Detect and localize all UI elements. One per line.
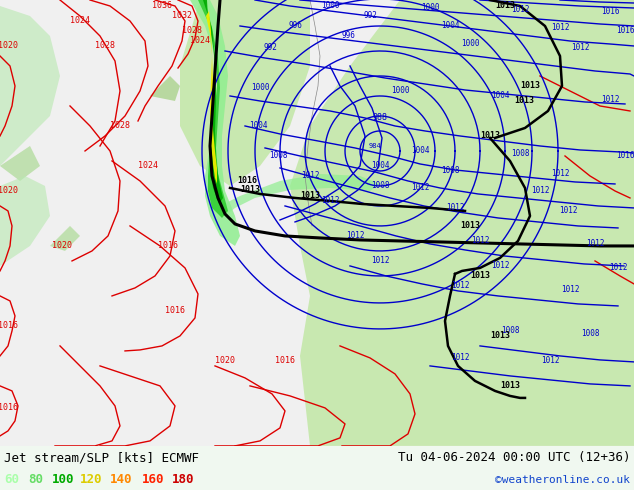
Text: 1016: 1016 xyxy=(158,242,178,250)
Text: 1012: 1012 xyxy=(491,262,509,270)
Text: 1012: 1012 xyxy=(346,231,365,241)
Text: 1016: 1016 xyxy=(0,321,18,330)
Text: 1000: 1000 xyxy=(321,1,339,10)
Text: 1024: 1024 xyxy=(70,17,90,25)
Text: 1013: 1013 xyxy=(520,81,540,91)
Text: 160: 160 xyxy=(142,473,164,487)
Polygon shape xyxy=(198,0,228,218)
Text: 1020: 1020 xyxy=(0,42,18,50)
Text: 1000: 1000 xyxy=(421,3,439,13)
Text: 120: 120 xyxy=(80,473,103,487)
Text: 1012: 1012 xyxy=(586,240,604,248)
Text: 1013: 1013 xyxy=(470,271,490,280)
Text: 1012: 1012 xyxy=(559,206,577,216)
Text: 1013: 1013 xyxy=(480,131,500,141)
Text: 1016: 1016 xyxy=(275,356,295,366)
Text: ©weatheronline.co.uk: ©weatheronline.co.uk xyxy=(495,475,630,485)
Polygon shape xyxy=(0,6,60,166)
Text: 1008: 1008 xyxy=(511,149,529,158)
Text: 1004: 1004 xyxy=(491,92,509,100)
Text: Jet stream/SLP [kts] ECMWF: Jet stream/SLP [kts] ECMWF xyxy=(4,451,199,465)
Text: 60: 60 xyxy=(4,473,19,487)
Text: 1012: 1012 xyxy=(411,183,429,193)
Text: 996: 996 xyxy=(341,31,355,41)
Text: 1012: 1012 xyxy=(451,353,469,363)
Text: 1016: 1016 xyxy=(237,176,257,185)
Text: 1012: 1012 xyxy=(541,356,559,366)
Text: 1028: 1028 xyxy=(95,42,115,50)
Text: 1000: 1000 xyxy=(251,83,269,93)
Text: 1008: 1008 xyxy=(269,151,287,160)
Text: 1004: 1004 xyxy=(411,147,429,155)
Text: 1013: 1013 xyxy=(490,331,510,341)
Text: 140: 140 xyxy=(110,473,133,487)
Text: 1013: 1013 xyxy=(300,192,320,200)
Text: 1000: 1000 xyxy=(461,40,479,49)
Text: 1028: 1028 xyxy=(182,26,202,35)
Text: 1012: 1012 xyxy=(511,5,529,15)
Text: 1013: 1013 xyxy=(514,97,534,105)
Text: 1028: 1028 xyxy=(110,122,130,130)
Text: 1004: 1004 xyxy=(371,162,389,171)
Text: 1016: 1016 xyxy=(616,26,634,35)
Polygon shape xyxy=(0,176,50,266)
Polygon shape xyxy=(0,146,40,181)
Polygon shape xyxy=(190,0,240,246)
Text: 1008: 1008 xyxy=(581,329,599,339)
Text: 1012: 1012 xyxy=(609,264,627,272)
Text: Tu 04-06-2024 00:00 UTC (12+36): Tu 04-06-2024 00:00 UTC (12+36) xyxy=(398,451,630,465)
Text: 1012: 1012 xyxy=(321,196,339,205)
Text: 180: 180 xyxy=(172,473,195,487)
Text: 992: 992 xyxy=(263,44,277,52)
Text: 1012: 1012 xyxy=(446,203,464,213)
Text: 1012: 1012 xyxy=(571,44,589,52)
Text: 992: 992 xyxy=(363,11,377,21)
Text: 996: 996 xyxy=(288,22,302,30)
Text: 1008: 1008 xyxy=(441,167,459,175)
Text: 1013: 1013 xyxy=(460,221,480,230)
Text: 1004: 1004 xyxy=(249,122,268,130)
Text: 1013: 1013 xyxy=(495,1,515,10)
Text: 1012: 1012 xyxy=(471,237,489,245)
Polygon shape xyxy=(50,226,80,251)
Text: 1012: 1012 xyxy=(551,24,569,32)
Polygon shape xyxy=(203,0,223,204)
Text: 1016: 1016 xyxy=(0,403,18,413)
Text: 1012: 1012 xyxy=(531,187,549,196)
Text: 1013: 1013 xyxy=(240,185,260,195)
Text: 1000: 1000 xyxy=(391,86,410,96)
Text: 1012: 1012 xyxy=(451,281,469,291)
Polygon shape xyxy=(206,11,217,184)
Text: 1024: 1024 xyxy=(190,36,210,46)
Text: 1024: 1024 xyxy=(138,162,158,171)
Text: 1016: 1016 xyxy=(165,306,185,316)
Text: 80: 80 xyxy=(28,473,43,487)
Text: 1032: 1032 xyxy=(172,11,192,21)
Polygon shape xyxy=(220,174,380,216)
Text: 984: 984 xyxy=(368,143,382,149)
Text: 1020: 1020 xyxy=(215,356,235,366)
Text: 1016: 1016 xyxy=(616,151,634,160)
Text: 1012: 1012 xyxy=(301,172,320,180)
Text: 988: 988 xyxy=(373,114,387,122)
Text: 1008: 1008 xyxy=(501,326,519,336)
Text: 1036: 1036 xyxy=(152,1,172,10)
Text: 1012: 1012 xyxy=(551,170,569,178)
Text: 1020: 1020 xyxy=(52,242,72,250)
Polygon shape xyxy=(180,0,310,186)
Polygon shape xyxy=(290,0,634,446)
Text: 1012: 1012 xyxy=(371,256,389,266)
Text: 1016: 1016 xyxy=(601,7,619,17)
Text: 100: 100 xyxy=(52,473,75,487)
Text: 1004: 1004 xyxy=(441,22,459,30)
Text: 1008: 1008 xyxy=(371,181,389,191)
Text: 1020: 1020 xyxy=(0,187,18,196)
Polygon shape xyxy=(150,76,180,101)
Text: 1012: 1012 xyxy=(601,96,619,104)
Text: 1013: 1013 xyxy=(500,381,520,391)
Text: 1012: 1012 xyxy=(560,286,579,294)
